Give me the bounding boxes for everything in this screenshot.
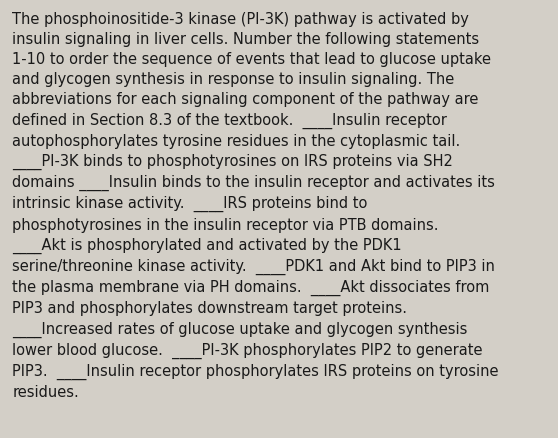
Text: The phosphoinositide-3 kinase (PI-3K) pathway is activated by
insulin signaling : The phosphoinositide-3 kinase (PI-3K) pa…: [12, 12, 499, 399]
